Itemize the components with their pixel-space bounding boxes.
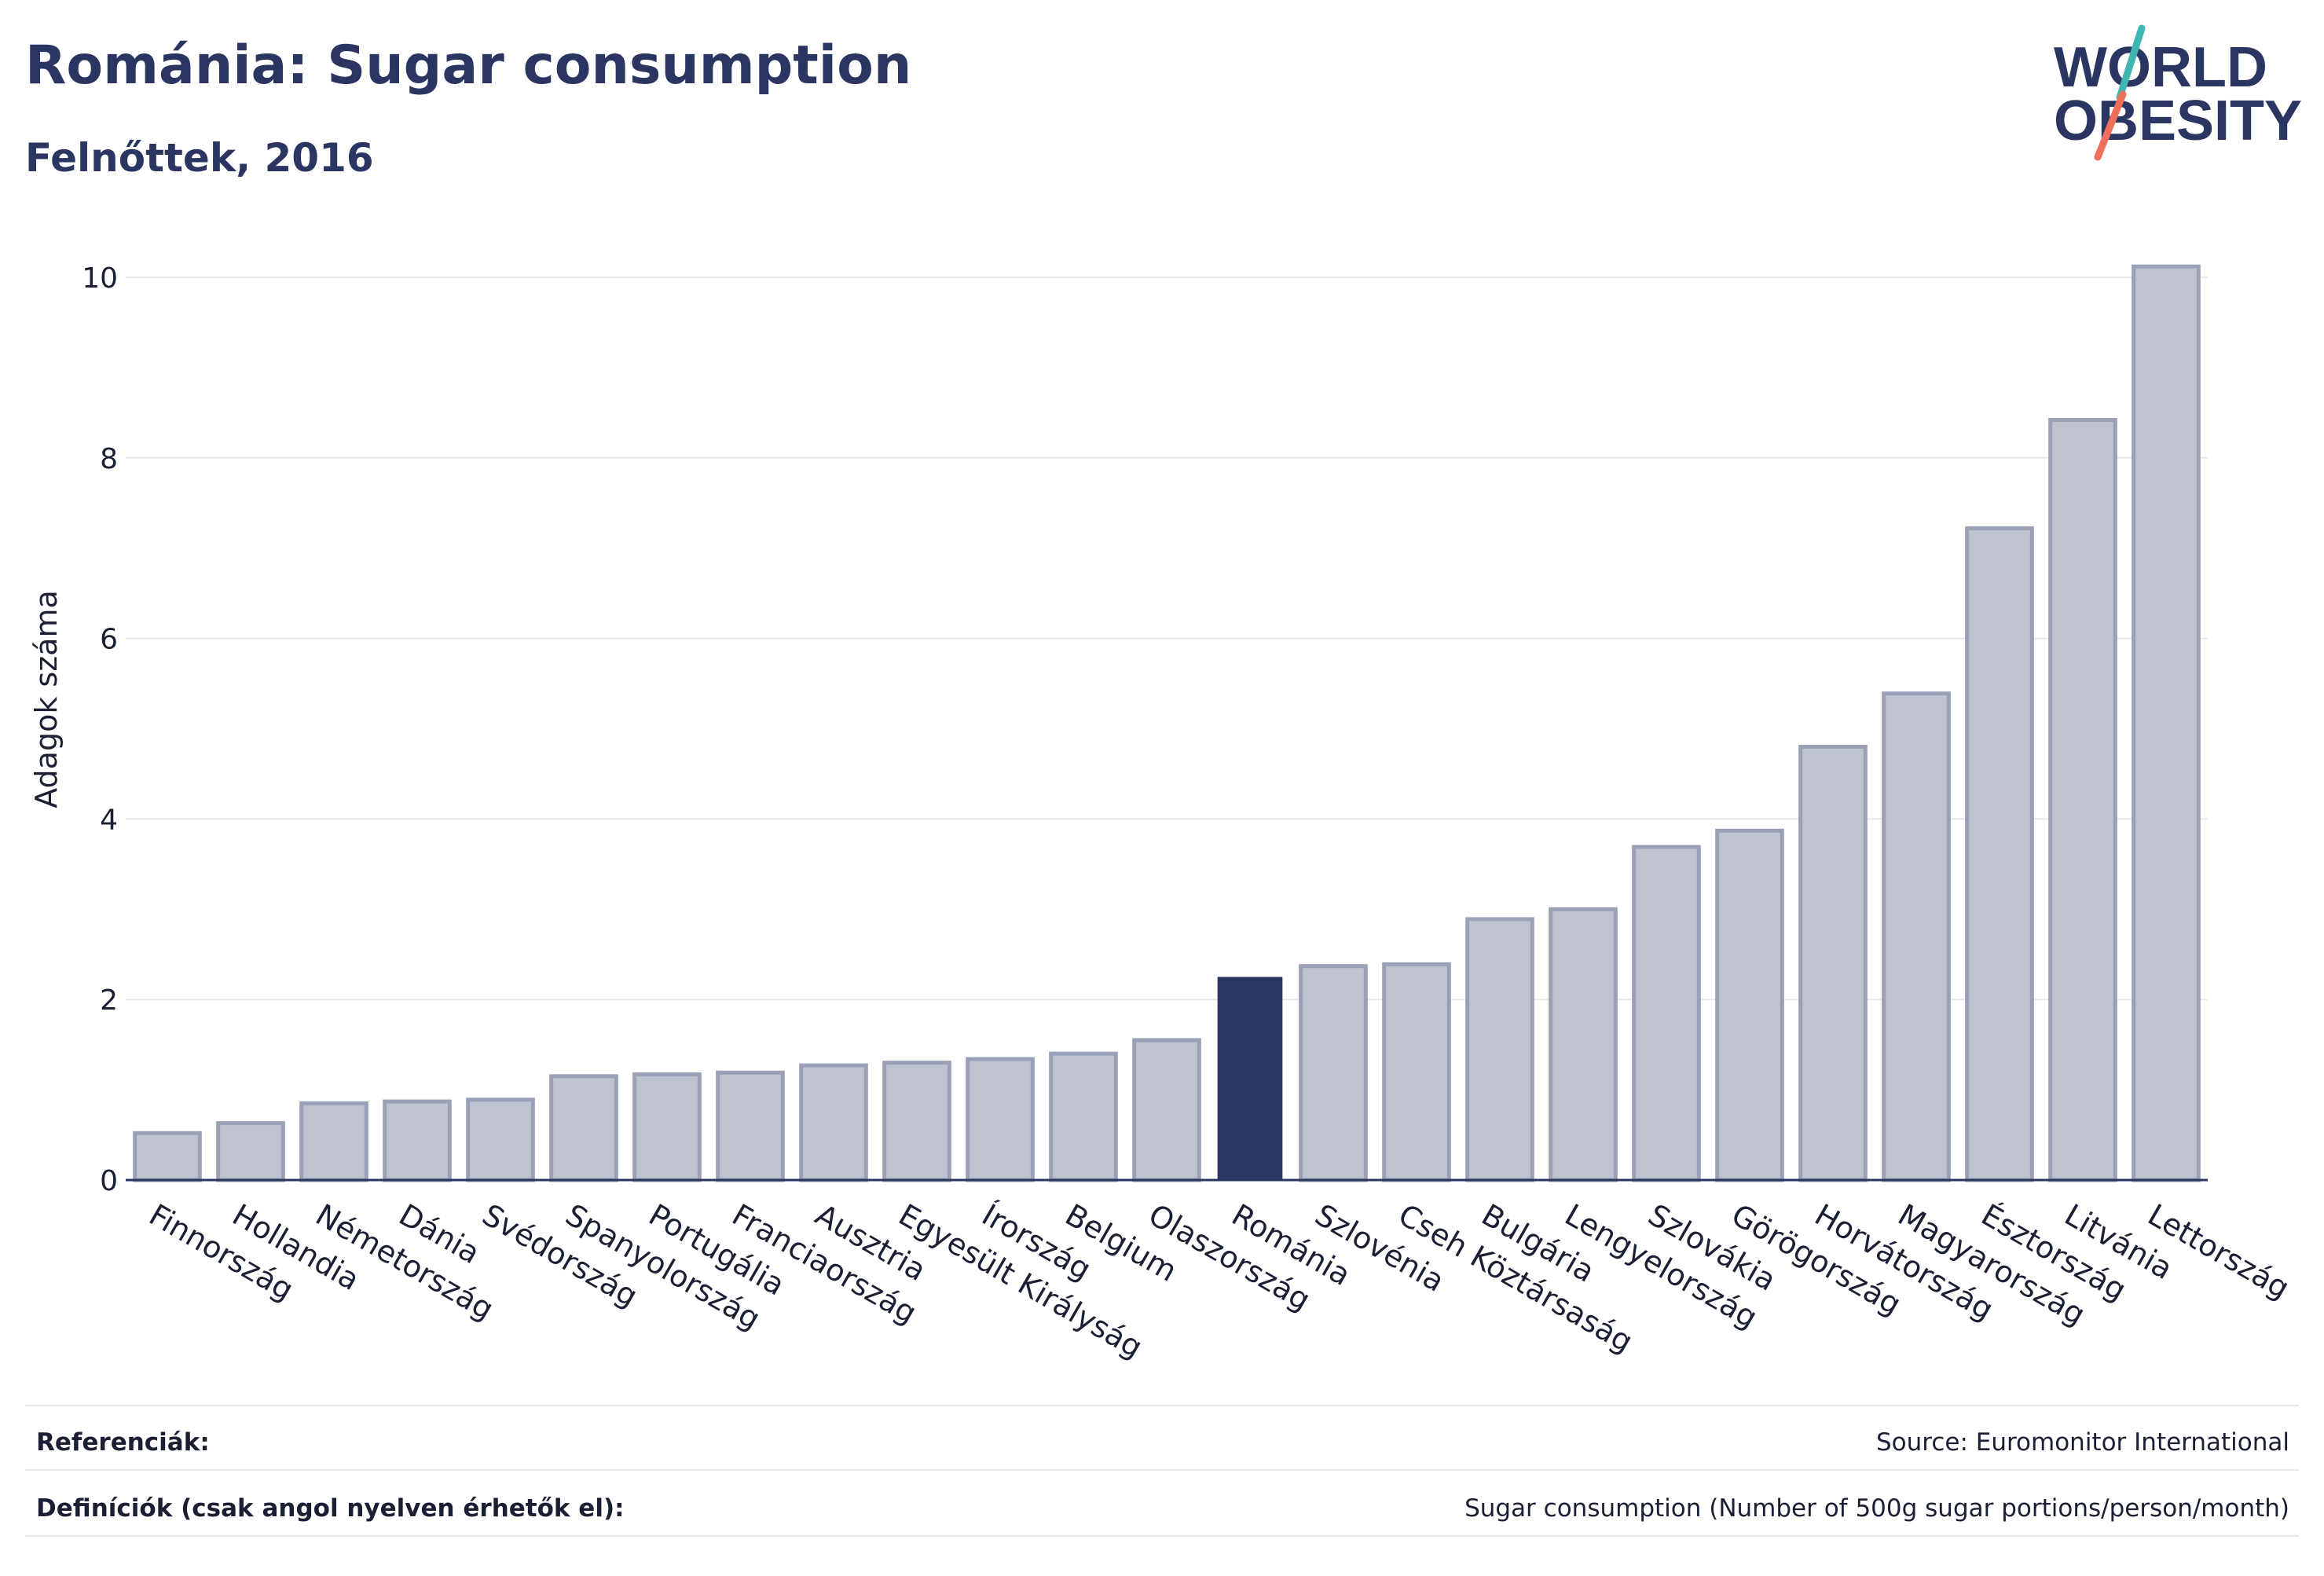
y-tick-label: 2 <box>100 984 118 1017</box>
footer-divider-bottom <box>25 1535 2299 1537</box>
bar-németország <box>299 1101 368 1182</box>
y-axis-ticks: 0 2 4 6 8 10 <box>82 262 118 1197</box>
y-tick-label: 6 <box>100 624 118 656</box>
page-subtitle: Felnőttek, 2016 <box>25 135 374 181</box>
bar-portugália <box>632 1072 702 1182</box>
footer-divider-middle <box>25 1469 2299 1471</box>
references-label: Referenciák: <box>36 1428 210 1457</box>
bar-lengyelország <box>1549 907 1618 1182</box>
bar-belgium <box>1049 1051 1118 1182</box>
bar-észtország <box>1965 526 2034 1182</box>
definitions-value: Sugar consumption (Number of 500g sugar … <box>1464 1494 2289 1523</box>
bar-horvátország <box>1798 744 1868 1182</box>
bar-románia <box>1217 977 1283 1180</box>
y-axis-label: Adagok száma <box>29 590 64 808</box>
y-tick-label: 4 <box>100 804 118 836</box>
bar-lettország <box>2132 264 2201 1182</box>
bar-cseh-köztársaság <box>1382 962 1451 1182</box>
logo-slash-teal <box>2116 24 2146 101</box>
bar-írország <box>966 1057 1035 1182</box>
logo-text-obesity: OBESITY <box>2054 90 2302 152</box>
bar-dánia <box>383 1099 452 1182</box>
page-title: Románia: Sugar consumption <box>25 35 912 97</box>
bar-spanyolország <box>549 1074 618 1182</box>
bar-franciaország <box>716 1070 785 1182</box>
bar-ausztria <box>799 1063 868 1182</box>
y-tick-label: 8 <box>100 443 118 475</box>
bars <box>133 264 2201 1182</box>
bar-magyarország <box>1882 691 1951 1182</box>
x-axis-ticks: FinnországHollandiaNémetországDániaSvédo… <box>126 1178 2295 1365</box>
bar-szlovákia <box>1632 845 1701 1182</box>
references-value: Source: Euromonitor International <box>1875 1428 2289 1457</box>
bar-olaszország <box>1132 1038 1201 1182</box>
y-tick-label: 0 <box>100 1165 118 1197</box>
bar-litvánia <box>2048 418 2117 1182</box>
logo-text-world: WORLD <box>2054 36 2267 99</box>
y-tick-label: 10 <box>82 262 118 295</box>
footer-divider-top <box>25 1405 2299 1406</box>
bar-svédország <box>466 1098 535 1182</box>
bar-finnország <box>133 1131 202 1182</box>
bar-chart: 0 2 4 6 8 10 FinnországHollandiaNémetországDá… <box>29 262 2295 1365</box>
bar-bulgária <box>1465 917 1534 1182</box>
definitions-label: Definíciók (csak angol nyelven érhetők e… <box>36 1494 625 1523</box>
bar-hollandia <box>216 1121 285 1182</box>
bar-szlovénia <box>1299 964 1368 1182</box>
logo-slash-coral <box>2094 90 2127 161</box>
bar-görögország <box>1715 828 1784 1182</box>
bar-egyesült-királyság <box>882 1061 951 1182</box>
world-obesity-logo: WORLD OBESITY <box>2054 24 2302 161</box>
